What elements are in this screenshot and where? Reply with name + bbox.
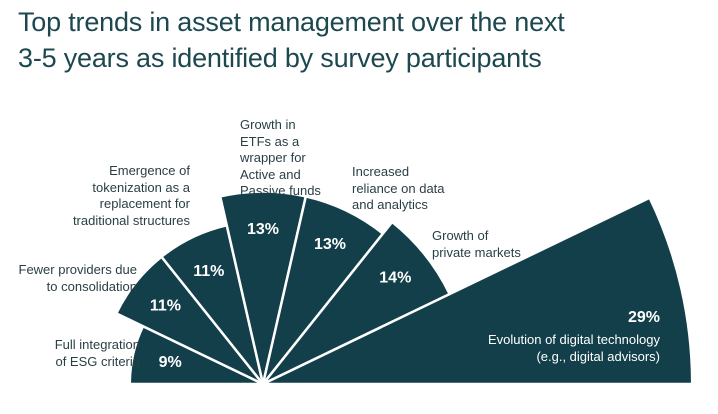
category-label: Increased reliance on data and analytics [352, 164, 445, 212]
category-label: Growth in ETFs as a wrapper for Active a… [240, 117, 321, 198]
value-label: 11% [150, 297, 181, 314]
category-label: Fewer providers due to consolidation [18, 262, 138, 294]
value-label: 14% [379, 270, 411, 287]
value-label: 29% [628, 309, 660, 326]
sector [262, 196, 694, 386]
value-label: 9% [159, 354, 182, 371]
value-label: 13% [247, 221, 279, 238]
chart-title: Top trends in asset management over the … [18, 7, 565, 73]
value-label: 11% [193, 263, 224, 280]
category-label: Full integration of ESG criteria [54, 337, 140, 369]
value-label: 13% [314, 236, 346, 253]
category-label: Evolution of digital technology (e.g., d… [487, 332, 660, 364]
category-label: Emergence of tokenization as a replaceme… [72, 163, 190, 228]
category-label: Growth of private markets [432, 228, 521, 260]
